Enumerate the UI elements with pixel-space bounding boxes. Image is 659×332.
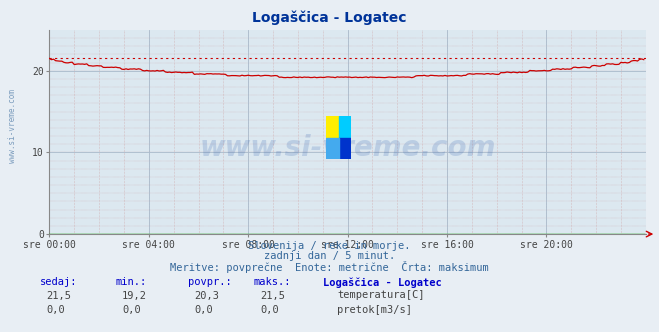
Polygon shape bbox=[326, 138, 339, 159]
Polygon shape bbox=[339, 138, 351, 159]
Text: 19,2: 19,2 bbox=[122, 290, 147, 300]
Text: Logaščica - Logatec: Logaščica - Logatec bbox=[252, 11, 407, 25]
Text: 21,5: 21,5 bbox=[46, 290, 71, 300]
Text: sedaj:: sedaj: bbox=[40, 277, 77, 287]
Text: temperatura[C]: temperatura[C] bbox=[337, 290, 425, 300]
Text: Logaščica - Logatec: Logaščica - Logatec bbox=[323, 277, 442, 288]
Text: pretok[m3/s]: pretok[m3/s] bbox=[337, 305, 413, 315]
Text: 0,0: 0,0 bbox=[122, 305, 140, 315]
Text: maks.:: maks.: bbox=[254, 277, 291, 287]
Text: 0,0: 0,0 bbox=[260, 305, 279, 315]
Polygon shape bbox=[339, 116, 351, 138]
Text: zadnji dan / 5 minut.: zadnji dan / 5 minut. bbox=[264, 251, 395, 261]
Text: povpr.:: povpr.: bbox=[188, 277, 231, 287]
Polygon shape bbox=[326, 116, 339, 138]
Text: www.si-vreme.com: www.si-vreme.com bbox=[8, 89, 17, 163]
Text: Slovenija / reke in morje.: Slovenija / reke in morje. bbox=[248, 241, 411, 251]
Text: www.si-vreme.com: www.si-vreme.com bbox=[200, 134, 496, 162]
Text: 21,5: 21,5 bbox=[260, 290, 285, 300]
Text: 0,0: 0,0 bbox=[46, 305, 65, 315]
Text: min.:: min.: bbox=[115, 277, 146, 287]
Text: Meritve: povprečne  Enote: metrične  Črta: maksimum: Meritve: povprečne Enote: metrične Črta:… bbox=[170, 261, 489, 273]
Text: 0,0: 0,0 bbox=[194, 305, 213, 315]
Text: 20,3: 20,3 bbox=[194, 290, 219, 300]
